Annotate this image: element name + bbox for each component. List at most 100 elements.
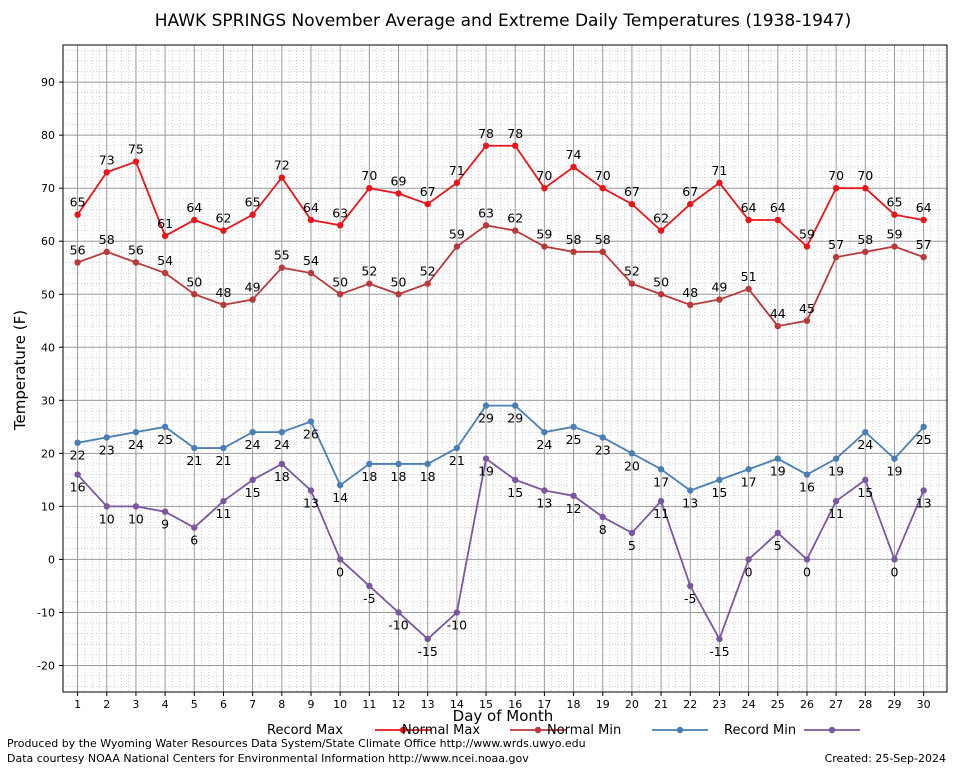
data-point-record-max [336,222,344,229]
series-line-normal-min [77,404,925,492]
data-label-normal-min: 20 [624,458,640,473]
x-tick-label: 1 [74,698,81,711]
data-label-record-max: 67 [420,184,436,199]
data-label-normal-max: 62 [507,211,523,226]
data-label-normal-max: 57 [828,237,844,252]
data-label-normal-max: 48 [682,285,698,300]
plot-frame [62,44,948,693]
data-point-normal-max [191,291,198,298]
data-point-normal-min [278,428,286,436]
data-label-record-min: 9 [161,517,169,532]
data-label-record-min: 11 [653,506,669,521]
data-label-normal-max: 52 [624,264,640,279]
data-point-record-max [220,227,227,234]
data-label-record-max: 70 [828,168,844,183]
data-label-record-max: 69 [391,173,407,188]
data-label-record-min: 0 [745,564,753,579]
data-point-record-max [687,200,694,208]
data-label-normal-min: 23 [99,442,115,457]
data-label-record-min: -10 [447,617,467,632]
legend-marker-normal-min [676,726,684,734]
data-label-normal-max: 44 [770,306,786,321]
data-point-record-max [249,211,256,218]
y-axis-label: Temperature (F) [11,310,29,431]
data-point-normal-min [453,444,461,452]
data-label-normal-max: 52 [361,264,377,279]
data-label-normal-max: 50 [332,274,348,289]
data-label-normal-max: 57 [916,237,932,252]
data-point-normal-min [249,428,256,436]
series-normal-max: 56 58 56 54 50 48 49 55 54 50 52 50 52 59 63 62 59 58 58 52… [70,205,932,330]
data-label-normal-min: 18 [361,469,377,484]
data-point-record-max [716,179,723,187]
x-tick-label: 10 [333,698,347,711]
data-point-record-max [570,163,577,171]
data-point-record-min [891,556,898,563]
x-tick-label: 30 [917,698,931,711]
x-tick-label: 20 [625,698,639,711]
data-label-normal-min: 21 [216,453,232,468]
legend-label-record-max: Record Max [267,723,343,738]
x-tick-label: 22 [683,698,697,711]
data-point-record-max [453,179,461,187]
y-tick-label: 60 [41,235,55,248]
data-label-record-min: -5 [363,591,375,606]
data-label-normal-max: 58 [566,232,582,247]
y-tick-label: 0 [48,553,55,566]
data-point-record-min [482,455,490,462]
data-point-normal-max [74,259,81,266]
data-label-record-max: 61 [157,216,173,231]
data-point-normal-max [832,253,840,261]
data-point-record-min [424,635,431,643]
x-tick-label: 25 [771,698,785,711]
data-label-record-max: 65 [887,195,903,210]
data-label-normal-max: 58 [857,232,873,247]
data-point-record-min [920,487,927,494]
data-label-normal-min: 17 [653,474,669,489]
data-point-record-min [74,471,81,478]
data-label-normal-max: 59 [536,227,552,242]
x-tick-label: 27 [829,698,843,711]
data-label-record-min: 0 [891,564,899,579]
data-label-normal-max: 54 [303,253,319,268]
data-point-normal-min [541,428,548,436]
legend-marker-record-max [399,726,407,734]
data-point-record-max [74,211,81,218]
data-point-record-max [191,216,198,224]
data-point-normal-min [512,402,519,409]
data-point-normal-max [716,296,723,303]
data-point-record-min [628,529,636,537]
data-point-record-min [249,476,256,484]
data-point-record-max [862,184,869,192]
series-line-record-max [76,144,924,248]
y-tick-label: -20 [37,659,55,672]
data-label-normal-min: 15 [711,485,727,500]
data-point-normal-min [366,460,373,468]
data-label-record-min: -5 [684,591,696,606]
data-point-record-min [161,508,169,515]
data-label-normal-min: 26 [303,427,319,442]
x-tick-label: 13 [421,698,435,711]
y-tick-label: 40 [41,341,55,354]
data-label-record-max: 70 [595,168,611,183]
data-point-record-max [657,227,665,234]
x-tick-label: 19 [596,698,610,711]
y-tick-label: 80 [41,129,55,142]
data-label-normal-min: 21 [186,453,202,468]
data-point-record-max [891,211,898,218]
legend-label-normal-min: Normal Min [547,723,621,738]
data-point-normal-max [103,248,110,256]
data-label-normal-min: 29 [507,411,523,426]
data-label-normal-min: 19 [828,464,844,479]
x-tick-label: 8 [278,698,285,711]
data-point-normal-min [657,466,665,473]
data-label-normal-min: 22 [70,448,86,463]
data-label-record-max: 71 [449,163,465,178]
x-tick-label: 18 [567,698,581,711]
data-point-record-min [132,503,140,510]
data-label-record-min: 15 [857,485,873,500]
data-point-normal-max [687,301,694,309]
x-tick-label: 9 [307,698,314,711]
x-tick-label: 24 [742,698,756,711]
